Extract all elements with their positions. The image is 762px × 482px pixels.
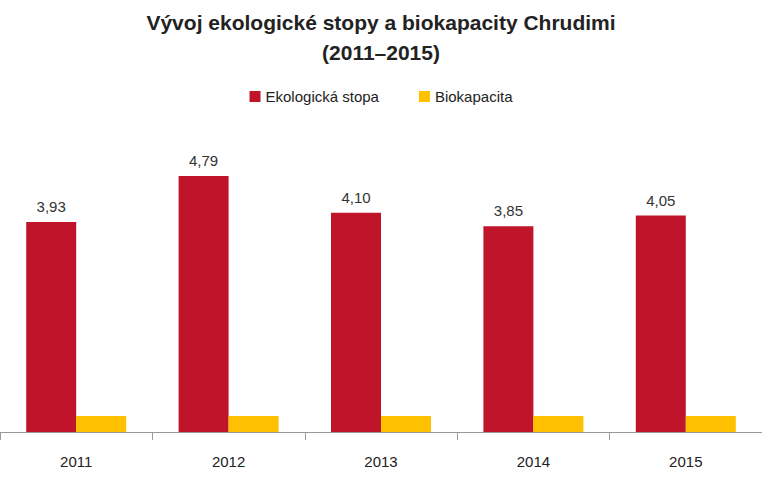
svg-text:Vývoj ekologické stopy a bioka: Vývoj ekologické stopy a biokapacity Chr… [146,11,615,34]
svg-text:2014: 2014 [517,453,550,470]
svg-text:4,05: 4,05 [646,192,675,209]
svg-text:Ekologická stopa: Ekologická stopa [266,88,380,105]
svg-text:(2011–2015): (2011–2015) [322,41,440,64]
svg-text:4,10: 4,10 [341,189,370,206]
svg-text:2015: 2015 [669,453,702,470]
svg-text:Biokapacita: Biokapacita [435,88,513,105]
svg-text:2011: 2011 [60,453,92,470]
svg-text:4,79: 4,79 [189,152,218,169]
svg-text:3,93: 3,93 [37,198,66,215]
svg-text:2012: 2012 [212,453,245,470]
svg-text:2013: 2013 [364,453,397,470]
svg-text:3,85: 3,85 [494,202,523,219]
